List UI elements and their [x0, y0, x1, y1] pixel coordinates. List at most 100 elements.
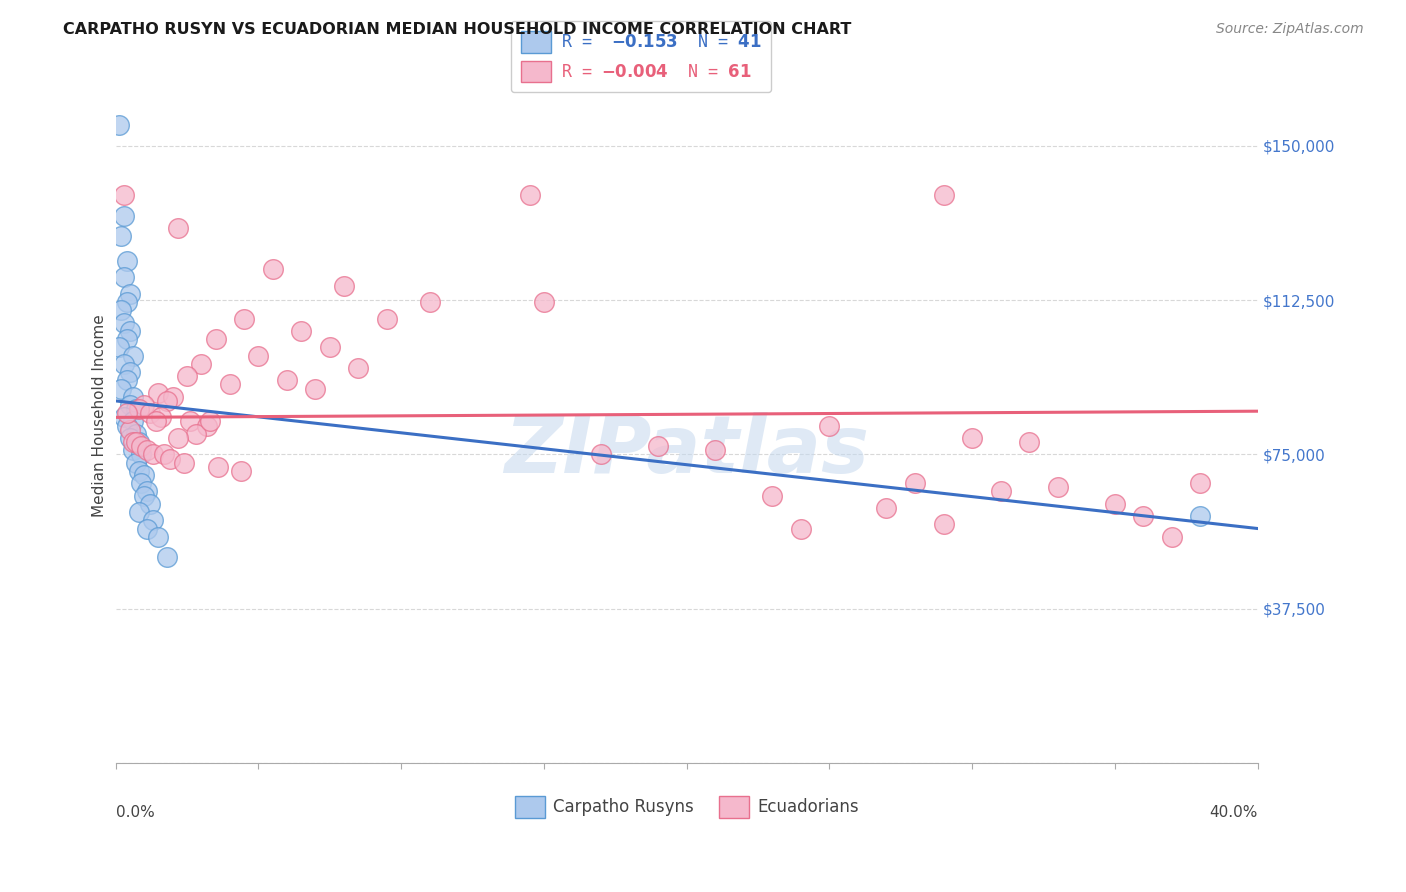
Text: 0.0%: 0.0%	[115, 805, 155, 820]
Point	[121, 390, 143, 404]
Point	[1160, 530, 1182, 544]
Point	[1104, 497, 1126, 511]
Point	[118, 431, 141, 445]
Point	[128, 505, 150, 519]
Point	[148, 385, 170, 400]
Point	[142, 447, 165, 461]
Point	[1189, 509, 1212, 524]
Point	[184, 426, 207, 441]
Point	[110, 303, 132, 318]
Point	[145, 415, 167, 429]
Point	[124, 426, 146, 441]
Point	[167, 431, 190, 445]
Point	[276, 373, 298, 387]
Point	[107, 340, 129, 354]
Point	[121, 435, 143, 450]
Point	[519, 188, 541, 202]
Point	[136, 521, 159, 535]
Point	[647, 439, 669, 453]
Point	[150, 410, 173, 425]
Point	[790, 521, 813, 535]
Point	[319, 340, 342, 354]
Point	[118, 423, 141, 437]
Point	[131, 439, 153, 453]
Point	[121, 349, 143, 363]
Text: 40.0%: 40.0%	[1209, 805, 1257, 820]
Legend: Carpatho Rusyns, Ecuadorians: Carpatho Rusyns, Ecuadorians	[508, 789, 865, 824]
Point	[233, 311, 256, 326]
Point	[218, 377, 240, 392]
Point	[118, 324, 141, 338]
Point	[112, 209, 135, 223]
Point	[115, 295, 138, 310]
Point	[589, 447, 612, 461]
Point	[118, 398, 141, 412]
Point	[139, 497, 162, 511]
Point	[156, 550, 179, 565]
Point	[347, 361, 370, 376]
Point	[153, 447, 176, 461]
Point	[875, 500, 897, 515]
Point	[290, 324, 312, 338]
Point	[112, 357, 135, 371]
Point	[162, 390, 184, 404]
Point	[1189, 476, 1212, 491]
Point	[121, 415, 143, 429]
Point	[112, 410, 135, 425]
Text: ZIPatlas: ZIPatlas	[505, 411, 869, 490]
Y-axis label: Median Household Income: Median Household Income	[93, 315, 107, 517]
Point	[110, 382, 132, 396]
Point	[134, 398, 156, 412]
Point	[179, 415, 201, 429]
Point	[134, 468, 156, 483]
Point	[131, 476, 153, 491]
Point	[131, 447, 153, 461]
Point	[333, 278, 356, 293]
Point	[198, 415, 221, 429]
Point	[932, 517, 955, 532]
Point	[124, 402, 146, 417]
Point	[134, 489, 156, 503]
Point	[142, 513, 165, 527]
Point	[148, 530, 170, 544]
Point	[115, 418, 138, 433]
Point	[136, 484, 159, 499]
Point	[118, 286, 141, 301]
Point	[195, 418, 218, 433]
Point	[121, 443, 143, 458]
Point	[118, 365, 141, 379]
Point	[110, 229, 132, 244]
Point	[204, 332, 226, 346]
Point	[1132, 509, 1154, 524]
Point	[533, 295, 555, 310]
Point	[112, 316, 135, 330]
Point	[1018, 435, 1040, 450]
Point	[107, 118, 129, 132]
Point	[818, 418, 841, 433]
Point	[904, 476, 927, 491]
Point	[115, 373, 138, 387]
Point	[159, 451, 181, 466]
Point	[167, 221, 190, 235]
Point	[761, 489, 783, 503]
Point	[115, 332, 138, 346]
Point	[304, 382, 326, 396]
Point	[173, 456, 195, 470]
Point	[1046, 480, 1069, 494]
Point	[124, 456, 146, 470]
Point	[190, 357, 212, 371]
Point	[375, 311, 398, 326]
Point	[128, 402, 150, 417]
Point	[156, 393, 179, 408]
Point	[419, 295, 441, 310]
Point	[128, 464, 150, 478]
Point	[115, 254, 138, 268]
Point	[115, 406, 138, 420]
Point	[139, 406, 162, 420]
Point	[990, 484, 1012, 499]
Text: Source: ZipAtlas.com: Source: ZipAtlas.com	[1216, 22, 1364, 37]
Point	[247, 349, 270, 363]
Point	[112, 188, 135, 202]
Point	[960, 431, 983, 445]
Point	[704, 443, 727, 458]
